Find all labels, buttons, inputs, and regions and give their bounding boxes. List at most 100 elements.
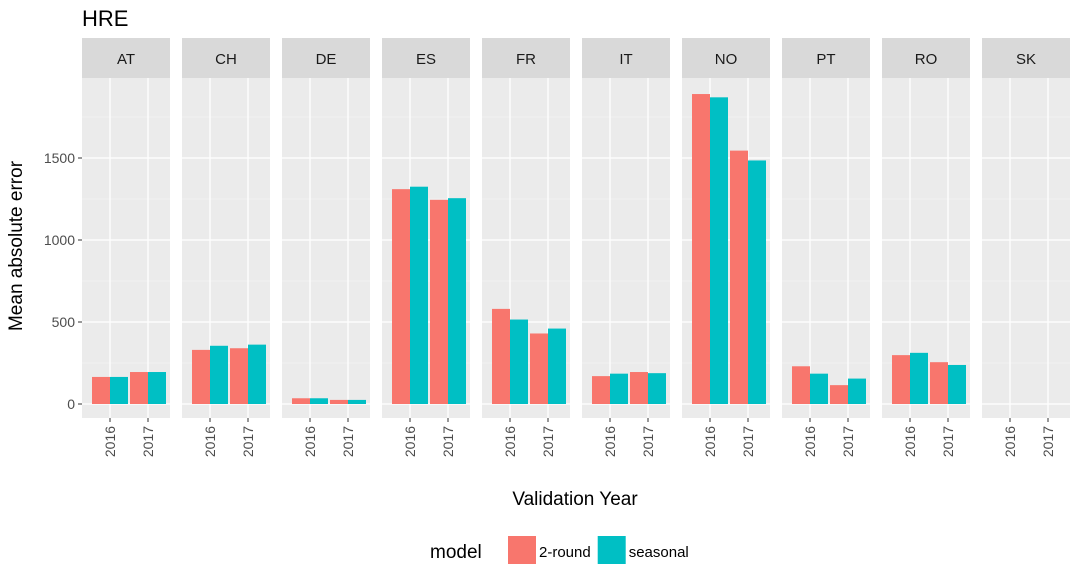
bar-fr-2016-seasonal	[510, 319, 528, 404]
facet-strip	[882, 38, 970, 78]
bar-no-2016-2-round	[692, 94, 710, 404]
facet-strip	[282, 38, 370, 78]
bar-ch-2016-seasonal	[210, 345, 228, 404]
x-tick-label: 2017	[1040, 426, 1056, 457]
bar-at-2017-seasonal	[148, 372, 166, 404]
facet-strip	[182, 38, 270, 78]
legend-label: 2-round	[539, 544, 591, 561]
panel-background	[782, 78, 870, 418]
facet-panels: AT 2016 2017 CH 2016 2017 DE 2016 2017 ES 2016 2017…	[82, 38, 1070, 457]
panel-at: AT 2016 2017	[82, 38, 170, 457]
panel-es: ES 2016 2017	[382, 38, 470, 457]
facet-label: CH	[215, 51, 237, 68]
bar-es-2017-2-round	[430, 199, 448, 404]
bar-no-2017-2-round	[730, 150, 748, 404]
legend: model 2-round seasonal	[430, 536, 689, 564]
panel-background	[282, 78, 370, 418]
panel-sk: SK 2016 2017	[982, 38, 1070, 457]
y-tick-label: 1000	[44, 232, 75, 248]
x-tick-label: 2017	[940, 426, 956, 457]
panel-fr: FR 2016 2017	[482, 38, 570, 457]
x-tick-label: 2017	[640, 426, 656, 457]
facet-strip	[982, 38, 1070, 78]
bar-no-2016-seasonal	[710, 97, 728, 404]
bar-pt-2016-seasonal	[810, 373, 828, 404]
x-tick-label: 2016	[502, 426, 518, 457]
bar-de-2017-seasonal	[348, 399, 366, 404]
chart-title: HRE	[82, 6, 128, 31]
bar-at-2016-2-round	[92, 376, 110, 404]
bar-it-2016-seasonal	[610, 373, 628, 404]
bar-ro-2016-seasonal	[910, 352, 928, 404]
y-axis-title: Mean absolute error	[6, 160, 27, 331]
bar-ro-2017-2-round	[930, 362, 948, 404]
x-tick-label: 2017	[740, 426, 756, 457]
panel-background	[82, 78, 170, 418]
bar-no-2017-seasonal	[748, 160, 766, 404]
bar-pt-2016-2-round	[792, 366, 810, 404]
facet-strip	[382, 38, 470, 78]
bar-de-2017-2-round	[330, 399, 348, 404]
y-axis: 0 500 1000 1500	[44, 150, 82, 412]
bar-fr-2017-seasonal	[548, 328, 566, 404]
panel-ch: CH 2016 2017	[182, 38, 270, 457]
panel-ro: RO 2016 2017	[882, 38, 970, 457]
bar-es-2016-seasonal	[410, 186, 428, 404]
x-tick-label: 2016	[702, 426, 718, 457]
bar-pt-2017-seasonal	[848, 378, 866, 404]
x-tick-label: 2016	[1002, 426, 1018, 457]
panel-pt: PT 2016 2017	[782, 38, 870, 457]
facet-label: FR	[516, 51, 536, 68]
legend-title: model	[430, 542, 482, 563]
facet-strip	[682, 38, 770, 78]
bar-it-2017-2-round	[630, 372, 648, 404]
bar-fr-2017-2-round	[530, 333, 548, 404]
facet-strip	[782, 38, 870, 78]
legend-key-seasonal	[597, 536, 626, 564]
bar-it-2016-2-round	[592, 376, 610, 404]
x-tick-label: 2017	[440, 426, 456, 457]
bar-pt-2017-2-round	[830, 385, 848, 404]
x-tick-label: 2016	[102, 426, 118, 457]
facet-label: SK	[1016, 51, 1036, 68]
y-tick-label: 1500	[44, 150, 75, 166]
x-tick-label: 2016	[802, 426, 818, 457]
facet-label: PT	[816, 51, 835, 68]
x-tick-label: 2016	[202, 426, 218, 457]
bar-de-2016-2-round	[292, 398, 310, 404]
bar-de-2016-seasonal	[310, 398, 328, 404]
facet-label: RO	[915, 51, 938, 68]
x-tick-label: 2016	[402, 426, 418, 457]
bar-ro-2016-2-round	[892, 355, 910, 404]
bar-ch-2017-seasonal	[248, 344, 266, 404]
bar-es-2017-seasonal	[448, 198, 466, 404]
bar-fr-2016-2-round	[492, 308, 510, 404]
facet-label: IT	[619, 51, 632, 68]
facet-strip	[482, 38, 570, 78]
panel-background	[582, 78, 670, 418]
bar-it-2017-seasonal	[648, 373, 666, 404]
x-tick-label: 2017	[140, 426, 156, 457]
x-tick-label: 2017	[540, 426, 556, 457]
panel-de: DE 2016 2017	[282, 38, 370, 457]
facet-label: NO	[715, 51, 738, 68]
bar-ro-2017-seasonal	[948, 364, 966, 404]
y-tick-label: 0	[67, 396, 75, 412]
facet-label: DE	[316, 51, 337, 68]
x-tick-label: 2017	[240, 426, 256, 457]
legend-key-2-round	[508, 536, 536, 564]
panel-it: IT 2016 2017	[582, 38, 670, 457]
facet-strip	[582, 38, 670, 78]
facet-label: AT	[117, 51, 135, 68]
facet-label: ES	[416, 51, 436, 68]
x-tick-label: 2017	[340, 426, 356, 457]
bar-ch-2016-2-round	[192, 349, 210, 404]
x-tick-label: 2016	[902, 426, 918, 457]
x-tick-label: 2016	[302, 426, 318, 457]
facet-strip	[82, 38, 170, 78]
bar-es-2016-2-round	[392, 189, 410, 404]
bar-ch-2017-2-round	[230, 348, 248, 404]
x-axis-title: Validation Year	[512, 489, 638, 510]
legend-label: seasonal	[629, 544, 689, 561]
